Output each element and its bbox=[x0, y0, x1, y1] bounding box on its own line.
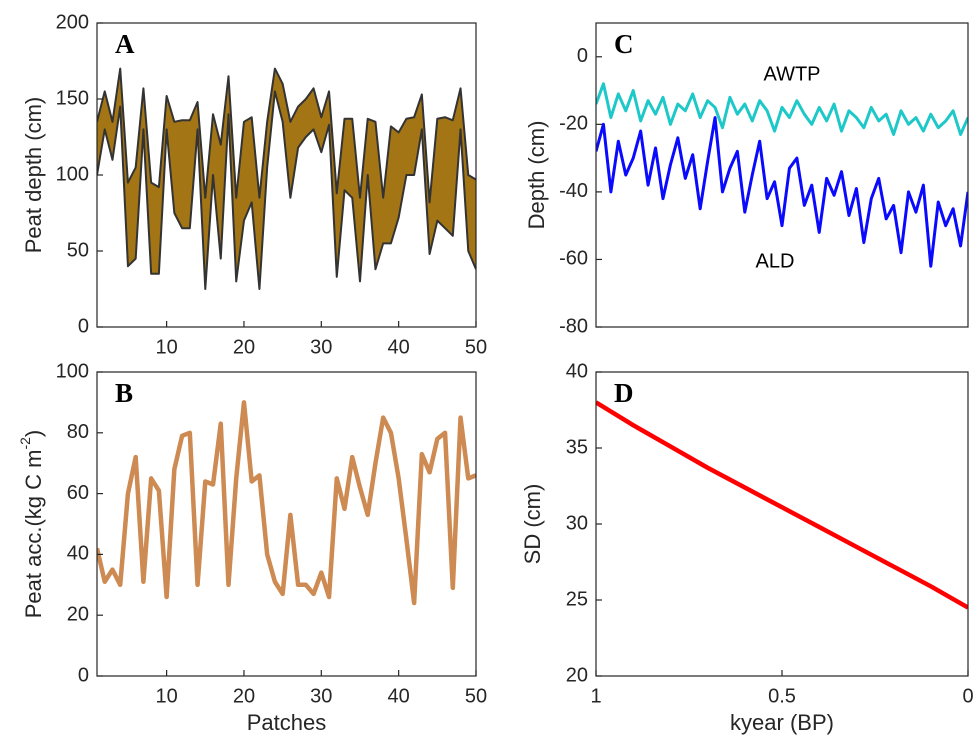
x-tick-label: 50 bbox=[465, 685, 487, 707]
y-tick-label: 50 bbox=[67, 239, 89, 261]
y-tick-label: 0 bbox=[577, 45, 588, 67]
y-tick-label: 100 bbox=[56, 163, 89, 185]
x-tick-label: 40 bbox=[388, 685, 410, 707]
x-tick-label: 0 bbox=[962, 685, 973, 707]
y-tick-label: 60 bbox=[67, 482, 89, 504]
panel: 0 20 40 60 80 100 10 20 30 40 50 B Peat acc.(kg C m-… bbox=[17, 360, 487, 735]
y-tick-label: 200 bbox=[56, 11, 89, 33]
axes-frame bbox=[595, 22, 969, 328]
axes-frame bbox=[96, 22, 477, 328]
panel-letter: C bbox=[614, 29, 634, 59]
y-label-text: SD (cm) bbox=[520, 484, 545, 565]
y-tick-label: 150 bbox=[56, 87, 89, 109]
y-tick-label: 80 bbox=[67, 421, 89, 443]
y-label-end: ) bbox=[21, 430, 46, 437]
x-tick-label: 1 bbox=[590, 685, 601, 707]
panel-letter: D bbox=[614, 378, 634, 408]
y-tick-label: 0 bbox=[78, 315, 89, 337]
y-tick-label: 100 bbox=[56, 360, 89, 382]
y-label-sup: -2 bbox=[17, 437, 33, 450]
band bbox=[97, 68, 476, 289]
plot-area bbox=[596, 82, 968, 268]
x-tick-label: 10 bbox=[155, 685, 177, 707]
x-axis-label: kyear (BP) bbox=[730, 710, 834, 735]
panel: -80 -60 -40 -20 0 C Depth (cm) AWTP ALD bbox=[524, 22, 969, 337]
plot-area bbox=[97, 67, 476, 290]
x-tick-label: 40 bbox=[388, 336, 410, 358]
y-tick-label: 40 bbox=[566, 360, 588, 382]
series-line bbox=[97, 400, 476, 606]
y-tick-label: -40 bbox=[559, 180, 588, 202]
y-label-text: Peat acc.(kg C m bbox=[21, 450, 46, 619]
y-tick-label: 0 bbox=[78, 664, 89, 686]
annotation: AWTP bbox=[763, 63, 820, 85]
series-line bbox=[97, 90, 476, 290]
plot-area bbox=[97, 400, 476, 606]
series-line bbox=[596, 116, 968, 268]
x-tick-label: 30 bbox=[310, 336, 332, 358]
y-axis-label: Peat acc.(kg C m-2) bbox=[17, 430, 46, 619]
y-tick-label: 20 bbox=[566, 664, 588, 686]
x-tick-label: 10 bbox=[155, 336, 177, 358]
x-tick-label: 50 bbox=[465, 336, 487, 358]
y-tick-label: -20 bbox=[559, 113, 588, 135]
y-tick-label: -60 bbox=[559, 248, 588, 270]
panel: 20 25 30 35 40 1 0.5 0 D SD (cm) kyear (BP) bbox=[520, 360, 974, 735]
panel-letter: A bbox=[115, 29, 135, 59]
y-axis-label: Depth (cm) bbox=[524, 121, 549, 230]
y-tick-label: -80 bbox=[559, 315, 588, 337]
y-axis-label: Peat depth (cm) bbox=[21, 97, 46, 254]
x-axis-label: Patches bbox=[247, 710, 327, 735]
y-tick-label: 35 bbox=[566, 436, 588, 458]
panel-letter: B bbox=[115, 378, 133, 408]
series-line bbox=[596, 82, 968, 136]
y-label-text: Peat depth (cm) bbox=[21, 97, 46, 254]
y-label-text: Depth (cm) bbox=[524, 121, 549, 230]
x-tick-label: 20 bbox=[233, 336, 255, 358]
y-tick-label: 40 bbox=[67, 543, 89, 565]
y-axis-label: SD (cm) bbox=[520, 484, 545, 565]
plot-area bbox=[596, 400, 968, 610]
axes-frame bbox=[96, 371, 477, 677]
y-tick-label: 30 bbox=[566, 512, 588, 534]
x-tick-label: 0.5 bbox=[768, 685, 796, 707]
y-tick-label: 25 bbox=[566, 588, 588, 610]
axes-frame bbox=[595, 371, 969, 677]
x-tick-label: 30 bbox=[310, 685, 332, 707]
panel: 0 50 100 150 200 10 20 30 40 50 A Peat depth (cm) bbox=[21, 11, 487, 358]
series-line bbox=[97, 67, 476, 204]
series-line bbox=[596, 400, 968, 610]
y-tick-label: 20 bbox=[67, 603, 89, 625]
annotation: ALD bbox=[756, 250, 795, 272]
x-tick-label: 20 bbox=[233, 685, 255, 707]
